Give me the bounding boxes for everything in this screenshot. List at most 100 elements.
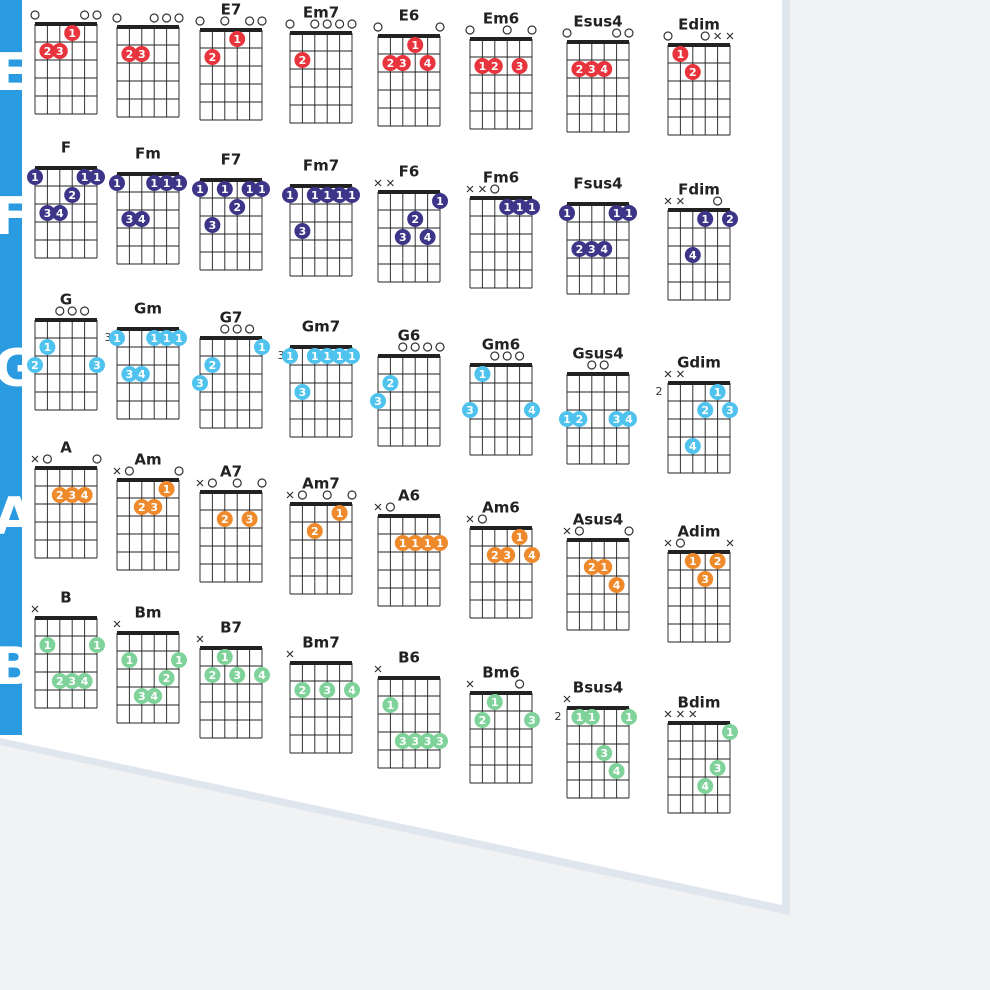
finger-dot [89,637,105,653]
finger-dot [158,330,175,346]
finger-dot [27,169,43,185]
finger-dot [51,43,68,59]
open-string [257,478,267,488]
row-letter: F [0,187,30,247]
finger-dot [499,199,516,215]
chord-name: Gdim [677,354,721,372]
finger-dot [524,547,540,563]
finger-number: 4 [81,675,89,688]
muted-string [478,185,486,193]
finger-dot [684,553,701,569]
chord-name: Am [134,451,161,469]
finger-dot [407,37,424,53]
finger-number: 1 [221,183,229,196]
finger-number: 2 [44,45,52,58]
muted-string [664,539,672,547]
row-letter: B [0,637,34,697]
finger-number: 2 [387,377,395,390]
finger-dot [76,673,93,689]
finger-dot [524,402,540,418]
finger-number: 1 [588,711,596,724]
finger-number: 1 [31,171,39,184]
finger-number: 1 [336,189,344,202]
row-letter: A [0,487,34,547]
finger-number: 1 [348,350,356,363]
finger-dot [407,211,424,227]
finger-dot [109,175,125,191]
finger-number: 2 [221,513,229,526]
finger-dot [306,348,323,364]
chord-name: B6 [398,649,420,667]
finger-dot [596,559,613,575]
finger-number: 1 [44,639,52,652]
finger-number: 1 [68,27,76,40]
row-letter: E [0,43,30,103]
open-string [245,324,255,334]
muted-string [664,197,672,205]
finger-dot [621,709,637,725]
muted-string [286,650,294,658]
finger-number: 3 [138,48,146,61]
finger-dot [608,411,625,427]
finger-number: 1 [701,213,709,226]
finger-dot [571,241,588,257]
chord-name: G6 [398,327,421,345]
finger-dot [109,330,125,346]
finger-number: 4 [150,690,158,703]
open-string [297,490,307,500]
finger-number: 2 [68,189,76,202]
finger-dot [121,366,138,382]
finger-number: 1 [387,699,395,712]
finger-dot [216,649,233,665]
open-string [92,454,102,464]
finger-dot [254,181,270,197]
finger-number: 1 [163,177,171,190]
finger-dot [596,241,613,257]
finger-number: 1 [44,341,52,354]
finger-number: 3 [399,735,407,748]
finger-number: 2 [576,243,584,256]
finger-dot [204,357,221,373]
finger-dot [254,667,270,683]
open-string [599,360,609,370]
open-string [42,454,53,464]
finger-number: 1 [286,350,294,363]
finger-dot [697,571,714,587]
finger-dot [133,499,150,515]
open-string [67,306,77,316]
finger-dot [39,205,56,221]
finger-number: 1 [516,531,524,544]
finger-dot [684,64,701,80]
finger-number: 1 [625,207,633,220]
finger-dot [697,211,714,227]
finger-number: 2 [701,404,709,417]
finger-number: 4 [600,243,608,256]
muted-string [31,455,39,463]
finger-number: 3 [150,501,158,514]
finger-dot [39,339,56,355]
finger-dot [146,175,163,191]
open-string [79,306,90,316]
finger-dot [511,58,528,74]
finger-number: 1 [175,654,183,667]
finger-dot [432,535,448,551]
finger-number: 4 [348,684,356,697]
finger-dot [474,58,491,74]
finger-number: 1 [323,350,331,363]
finger-number: 3 [600,747,608,760]
open-string [624,526,634,536]
finger-dot [133,211,150,227]
muted-string [286,491,294,499]
open-string [149,13,159,23]
finger-number: 2 [56,675,64,688]
fret-number: 3 [105,331,112,344]
finger-dot [621,205,637,221]
open-string [174,466,184,476]
finger-dot [331,505,348,521]
chord-name: F7 [221,151,242,169]
finger-number: 1 [93,171,101,184]
finger-number: 1 [491,696,499,709]
finger-dot [39,43,56,59]
finger-dot [382,375,399,391]
